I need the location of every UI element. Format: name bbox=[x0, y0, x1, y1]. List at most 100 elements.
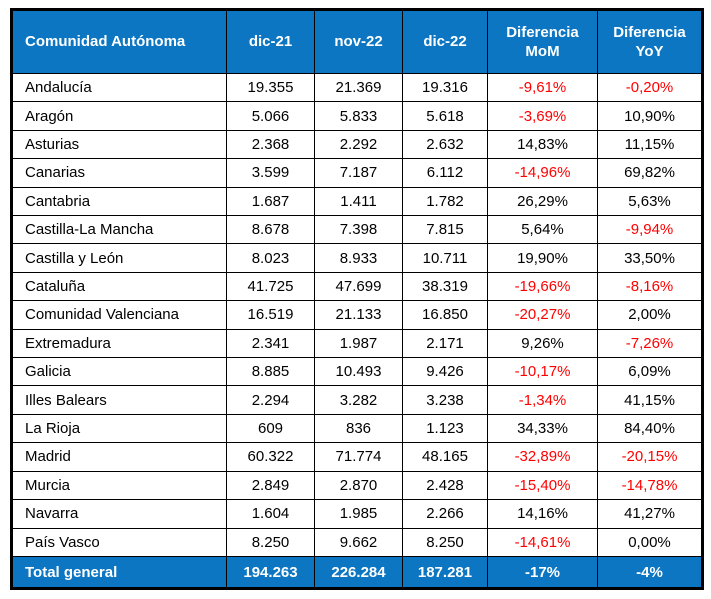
value-cell: 21.133 bbox=[314, 300, 403, 330]
value-cell: 2.341 bbox=[226, 328, 315, 359]
value-cell: 38.319 bbox=[402, 271, 488, 302]
total-dic-21-cell: 194.263 bbox=[226, 556, 315, 589]
pct-cell: -14,96% bbox=[487, 158, 598, 188]
value-cell: 8.250 bbox=[226, 527, 315, 557]
community-name-cell: Asturias bbox=[11, 129, 227, 160]
total-yoy-cell: -4% bbox=[597, 556, 703, 589]
pct-cell: 26,29% bbox=[487, 186, 598, 217]
community-name-cell: Galicia bbox=[11, 357, 227, 387]
pct-cell: -3,69% bbox=[487, 101, 598, 131]
community-name-cell: Castilla y León bbox=[11, 243, 227, 273]
pct-cell: -8,16% bbox=[597, 271, 703, 302]
value-cell: 1.123 bbox=[402, 413, 488, 444]
value-cell: 2.368 bbox=[226, 129, 315, 160]
pct-cell: -1,34% bbox=[487, 385, 598, 415]
pct-cell: -7,26% bbox=[597, 328, 703, 359]
value-cell: 9.662 bbox=[314, 527, 403, 557]
table-row: Illes Balears 2.294 3.282 3.238 -1,34% 41,15% bbox=[11, 385, 703, 415]
col-header-dic-22: dic-22 bbox=[402, 9, 488, 74]
pct-cell: 84,40% bbox=[597, 413, 703, 444]
table-row: La Rioja 609 836 1.123 34,33% 84,40% bbox=[11, 413, 703, 444]
pct-cell: 34,33% bbox=[487, 413, 598, 444]
col-header-diferencia-mom: Diferencia MoM bbox=[487, 9, 598, 74]
table-row: País Vasco 8.250 9.662 8.250 -14,61% 0,00% bbox=[11, 527, 703, 557]
pct-cell: 10,90% bbox=[597, 101, 703, 131]
col-header-dic-21: dic-21 bbox=[226, 9, 315, 74]
value-cell: 5.833 bbox=[314, 101, 403, 131]
value-cell: 9.426 bbox=[402, 357, 488, 387]
pct-cell: 33,50% bbox=[597, 243, 703, 273]
community-name-cell: País Vasco bbox=[11, 527, 227, 557]
col-header-comunidad-autonoma: Comunidad Autónoma bbox=[11, 9, 227, 74]
pct-cell: 14,16% bbox=[487, 499, 598, 529]
value-cell: 7.815 bbox=[402, 215, 488, 245]
value-cell: 41.725 bbox=[226, 271, 315, 302]
pct-cell: 19,90% bbox=[487, 243, 598, 273]
header-row: Comunidad Autónoma dic-21 nov-22 dic-22 … bbox=[11, 9, 703, 74]
pct-cell: -20,27% bbox=[487, 300, 598, 330]
pct-cell: -10,17% bbox=[487, 357, 598, 387]
value-cell: 19.316 bbox=[402, 72, 488, 103]
pct-cell: 41,15% bbox=[597, 385, 703, 415]
table-row: Asturias 2.368 2.292 2.632 14,83% 11,15% bbox=[11, 129, 703, 160]
value-cell: 8.250 bbox=[402, 527, 488, 557]
value-cell: 7.187 bbox=[314, 158, 403, 188]
total-mom-cell: -17% bbox=[487, 556, 598, 589]
community-name-cell: Cantabria bbox=[11, 186, 227, 217]
table-row: Cataluña 41.725 47.699 38.319 -19,66% -8,16% bbox=[11, 271, 703, 302]
value-cell: 3.238 bbox=[402, 385, 488, 415]
pct-cell: -15,40% bbox=[487, 470, 598, 501]
table-row: Andalucía 19.355 21.369 19.316 -9,61% -0,20% bbox=[11, 72, 703, 103]
community-name-cell: Navarra bbox=[11, 499, 227, 529]
value-cell: 16.850 bbox=[402, 300, 488, 330]
table-row: Navarra 1.604 1.985 2.266 14,16% 41,27% bbox=[11, 499, 703, 529]
value-cell: 2.849 bbox=[226, 470, 315, 501]
value-cell: 609 bbox=[226, 413, 315, 444]
pct-cell: -14,61% bbox=[487, 527, 598, 557]
value-cell: 836 bbox=[314, 413, 403, 444]
table-row: Castilla-La Mancha 8.678 7.398 7.815 5,64% -9… bbox=[11, 215, 703, 245]
value-cell: 8.933 bbox=[314, 243, 403, 273]
value-cell: 8.678 bbox=[226, 215, 315, 245]
pct-cell: -32,89% bbox=[487, 442, 598, 472]
table-row: Castilla y León 8.023 8.933 10.711 19,90% 33,… bbox=[11, 243, 703, 273]
pct-cell: -9,61% bbox=[487, 72, 598, 103]
value-cell: 10.493 bbox=[314, 357, 403, 387]
value-cell: 1.782 bbox=[402, 186, 488, 217]
pct-cell: -19,66% bbox=[487, 271, 598, 302]
table-row: Canarias 3.599 7.187 6.112 -14,96% 69,82% bbox=[11, 158, 703, 188]
community-name-cell: Extremadura bbox=[11, 328, 227, 359]
value-cell: 2.632 bbox=[402, 129, 488, 160]
community-name-cell: Illes Balears bbox=[11, 385, 227, 415]
community-name-cell: Murcia bbox=[11, 470, 227, 501]
value-cell: 60.322 bbox=[226, 442, 315, 472]
value-cell: 2.428 bbox=[402, 470, 488, 501]
value-cell: 2.870 bbox=[314, 470, 403, 501]
value-cell: 8.885 bbox=[226, 357, 315, 387]
value-cell: 10.711 bbox=[402, 243, 488, 273]
total-row: Total general 194.263 226.284 187.281 -1… bbox=[11, 556, 703, 589]
value-cell: 7.398 bbox=[314, 215, 403, 245]
pct-cell: 6,09% bbox=[597, 357, 703, 387]
pct-cell: -20,15% bbox=[597, 442, 703, 472]
pct-cell: 2,00% bbox=[597, 300, 703, 330]
pct-cell: 9,26% bbox=[487, 328, 598, 359]
value-cell: 8.023 bbox=[226, 243, 315, 273]
value-cell: 1.411 bbox=[314, 186, 403, 217]
data-table: Comunidad Autónoma dic-21 nov-22 dic-22 … bbox=[10, 8, 704, 590]
pct-cell: 0,00% bbox=[597, 527, 703, 557]
value-cell: 48.165 bbox=[402, 442, 488, 472]
pct-cell: 11,15% bbox=[597, 129, 703, 160]
table-row: Extremadura 2.341 1.987 2.171 9,26% -7,26% bbox=[11, 328, 703, 359]
value-cell: 2.171 bbox=[402, 328, 488, 359]
pct-cell: -9,94% bbox=[597, 215, 703, 245]
table-row: Aragón 5.066 5.833 5.618 -3,69% 10,90% bbox=[11, 101, 703, 131]
value-cell: 21.369 bbox=[314, 72, 403, 103]
table-row: Murcia 2.849 2.870 2.428 -15,40% -14,78% bbox=[11, 470, 703, 501]
pct-cell: 41,27% bbox=[597, 499, 703, 529]
value-cell: 1.985 bbox=[314, 499, 403, 529]
value-cell: 2.292 bbox=[314, 129, 403, 160]
community-name-cell: Canarias bbox=[11, 158, 227, 188]
value-cell: 2.266 bbox=[402, 499, 488, 529]
